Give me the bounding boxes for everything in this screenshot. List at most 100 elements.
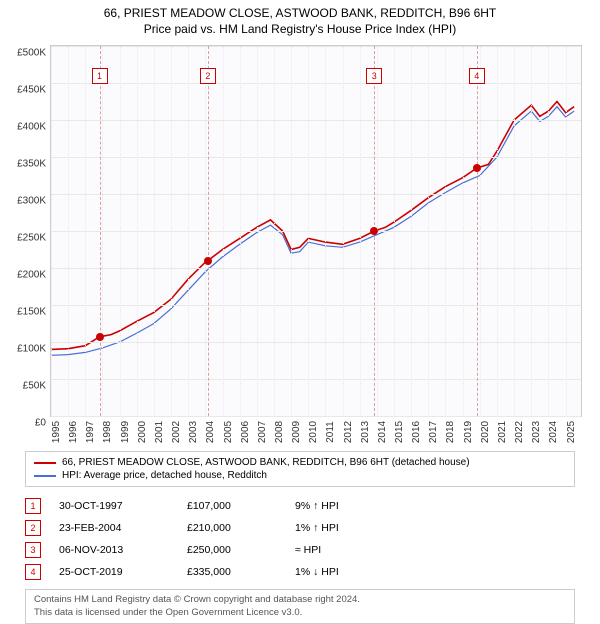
sales-row-price: £250,000 [187,544,277,556]
x-tick-label: 2016 [411,421,422,443]
sales-table: 130-OCT-1997£107,0009% ↑ HPI223-FEB-2004… [25,495,575,583]
gridline-v [428,46,429,416]
x-tick-label: 2004 [205,421,216,443]
footnote: Contains HM Land Registry data © Crown c… [25,589,575,624]
sale-marker-line [100,46,101,416]
gridline-h [51,268,581,269]
footnote-line2: This data is licensed under the Open Gov… [34,607,566,619]
y-tick-label: £0 [35,418,46,429]
gridline-h [51,305,581,306]
gridline-h [51,379,581,380]
gridline-v [291,46,292,416]
x-tick-label: 2017 [428,421,439,443]
legend-item-subject: 66, PRIEST MEADOW CLOSE, ASTWOOD BANK, R… [34,456,566,469]
sales-row-hpi: 1% ↑ HPI [295,522,575,534]
gridline-v [548,46,549,416]
gridline-v [68,46,69,416]
sale-marker-line [208,46,209,416]
sales-row-date: 25-OCT-2019 [59,566,169,578]
gridline-v [171,46,172,416]
sales-row-num: 4 [25,564,41,580]
y-tick-label: £200K [17,270,46,281]
gridline-v [411,46,412,416]
x-tick-label: 2023 [531,421,542,443]
x-tick-label: 2011 [325,421,336,443]
x-tick-label: 2001 [154,421,165,443]
y-tick-label: £400K [17,122,46,133]
gridline-v [188,46,189,416]
gridline-v [463,46,464,416]
gridline-v [102,46,103,416]
title-block: 66, PRIEST MEADOW CLOSE, ASTWOOD BANK, R… [0,0,600,37]
x-tick-label: 2009 [291,421,302,443]
y-tick-label: £250K [17,233,46,244]
y-tick-label: £500K [17,48,46,59]
legend-label-hpi: HPI: Average price, detached house, Redd… [62,470,267,481]
gridline-v [257,46,258,416]
gridline-v [51,46,52,416]
sale-marker-box: 1 [92,68,108,84]
x-tick-label: 2005 [223,421,234,443]
sales-row-date: 23-FEB-2004 [59,522,169,534]
gridline-v [308,46,309,416]
gridline-v [137,46,138,416]
x-tick-label: 1997 [85,421,96,443]
y-tick-label: £100K [17,344,46,355]
sales-row-price: £107,000 [187,500,277,512]
gridline-v [223,46,224,416]
gridline-v [240,46,241,416]
gridline-v [205,46,206,416]
gridline-v [514,46,515,416]
gridline-v [445,46,446,416]
x-tick-label: 2000 [137,421,148,443]
gridline-h [51,342,581,343]
gridline-h [51,194,581,195]
sales-row: 425-OCT-2019£335,0001% ↓ HPI [25,561,575,583]
gridline-v [394,46,395,416]
x-tick-label: 1995 [51,421,62,443]
gridline-v [274,46,275,416]
gridline-v [566,46,567,416]
sales-row-price: £210,000 [187,522,277,534]
y-axis: £0£50K£100K£150K£200K£250K£300K£350K£400… [0,53,48,423]
chart-wrapper: 1995199619971998199920002001200220032004… [0,45,600,417]
legend: 66, PRIEST MEADOW CLOSE, ASTWOOD BANK, R… [25,451,575,487]
gridline-v [85,46,86,416]
gridline-v [325,46,326,416]
gridline-v [480,46,481,416]
gridline-v [343,46,344,416]
sale-marker-line [477,46,478,416]
sale-marker-box: 3 [366,68,382,84]
sale-point [473,164,481,172]
series-subject [51,102,574,350]
x-tick-label: 2024 [548,421,559,443]
gridline-v [154,46,155,416]
gridline-v [531,46,532,416]
x-tick-label: 1998 [102,421,113,443]
sales-row-date: 30-OCT-1997 [59,500,169,512]
sales-row-hpi: ≈ HPI [295,544,575,556]
title-address: 66, PRIEST MEADOW CLOSE, ASTWOOD BANK, R… [0,6,600,22]
sales-row-price: £335,000 [187,566,277,578]
y-tick-label: £150K [17,307,46,318]
sale-marker-box: 2 [200,68,216,84]
legend-swatch-subject [34,462,56,464]
sale-marker-box: 4 [469,68,485,84]
page: 66, PRIEST MEADOW CLOSE, ASTWOOD BANK, R… [0,0,600,620]
x-tick-label: 2002 [171,421,182,443]
x-tick-label: 2006 [240,421,251,443]
x-tick-label: 1999 [120,421,131,443]
x-tick-label: 2022 [514,421,525,443]
footnote-line1: Contains HM Land Registry data © Crown c… [34,594,566,606]
x-axis: 1995199619971998199920002001200220032004… [51,416,581,446]
title-subtitle: Price paid vs. HM Land Registry's House … [0,22,600,38]
gridline-v [360,46,361,416]
x-tick-label: 2012 [343,421,354,443]
x-tick-label: 2018 [445,421,456,443]
sale-point [370,227,378,235]
legend-item-hpi: HPI: Average price, detached house, Redd… [34,469,566,482]
sales-row-num: 3 [25,542,41,558]
y-tick-label: £300K [17,196,46,207]
sales-row-hpi: 9% ↑ HPI [295,500,575,512]
sales-row-num: 1 [25,498,41,514]
